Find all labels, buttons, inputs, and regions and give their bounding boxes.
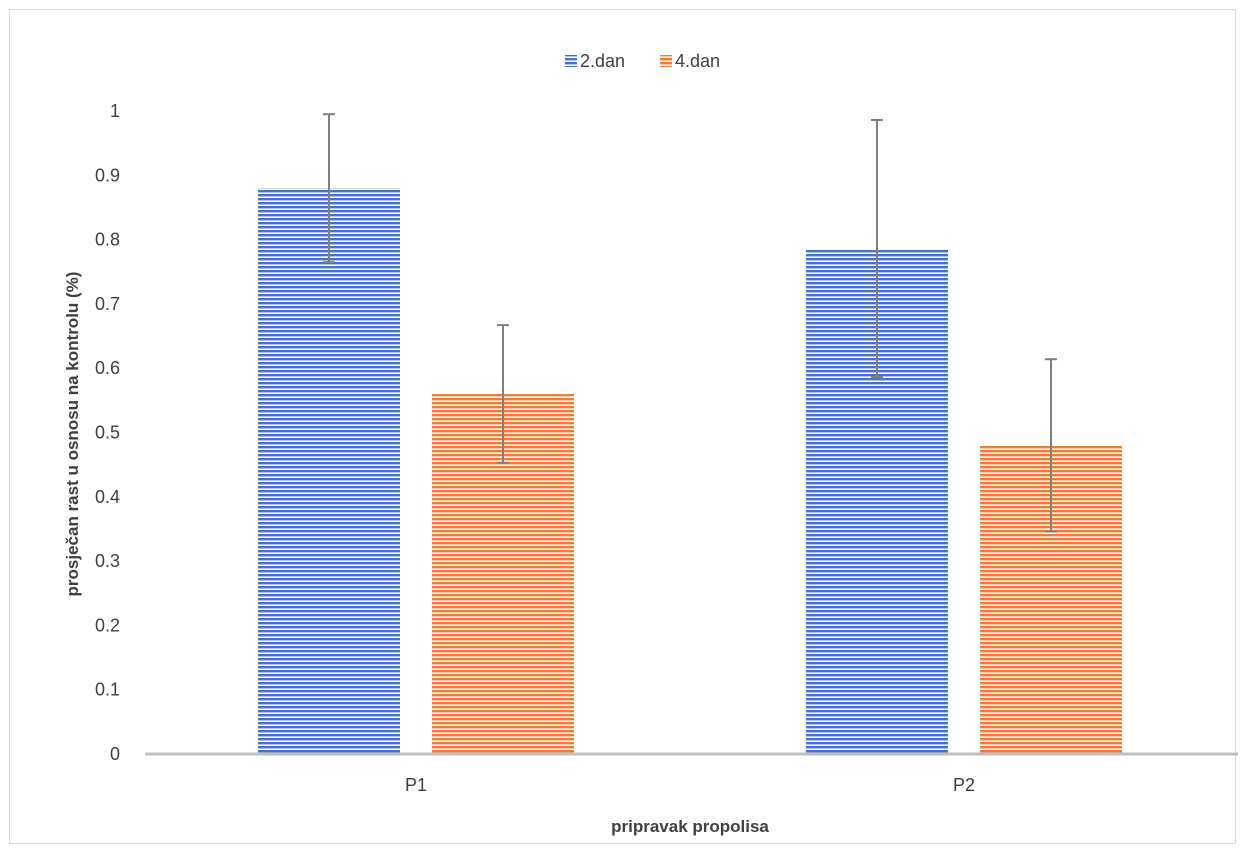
legend-swatch	[660, 55, 672, 67]
legend-label: 4.dan	[675, 51, 720, 71]
y-tick-label: 0.1	[95, 680, 120, 700]
chart-area: 2.dan 4.dan 0 0.1 0.2 0.3 0.4 0.5 0.6 0.7 0.8 0.9 1…	[9, 9, 1238, 844]
legend-swatch	[565, 55, 577, 67]
y-tick-label: 0.2	[95, 615, 120, 635]
chart-bars	[258, 188, 1122, 755]
x-axis-ticks: P1 P2	[405, 775, 975, 795]
chart-error-bars	[323, 113, 1057, 533]
legend-item: 2.dan	[565, 51, 625, 71]
y-tick-label: 0.6	[95, 358, 120, 378]
y-tick-label: 0.3	[95, 551, 120, 571]
y-tick-label: 1	[110, 101, 120, 121]
y-axis-ticks: 0 0.1 0.2 0.3 0.4 0.5 0.6 0.7 0.8 0.9 1	[95, 101, 120, 764]
y-tick-label: 0.8	[95, 230, 120, 250]
legend-label: 2.dan	[580, 51, 625, 71]
chart-legend: 2.dan 4.dan	[565, 51, 720, 71]
bar	[258, 188, 400, 754]
legend-item: 4.dan	[660, 51, 720, 71]
y-tick-label: 0	[110, 744, 120, 764]
x-tick-label: P2	[953, 775, 975, 795]
x-tick-label: P1	[405, 775, 427, 795]
x-axis-title: pripravak propolisa	[611, 817, 769, 836]
y-tick-label: 0.9	[95, 165, 120, 185]
y-tick-label: 0.4	[95, 487, 120, 507]
y-axis-title: prosječan rast u osnosu na kontrolu (%)	[63, 272, 82, 597]
bar-chart: 2.dan 4.dan 0 0.1 0.2 0.3 0.4 0.5 0.6 0.7 0.8 0.9 1…	[63, 51, 1238, 836]
y-tick-label: 0.7	[95, 294, 120, 314]
y-tick-label: 0.5	[95, 423, 120, 443]
